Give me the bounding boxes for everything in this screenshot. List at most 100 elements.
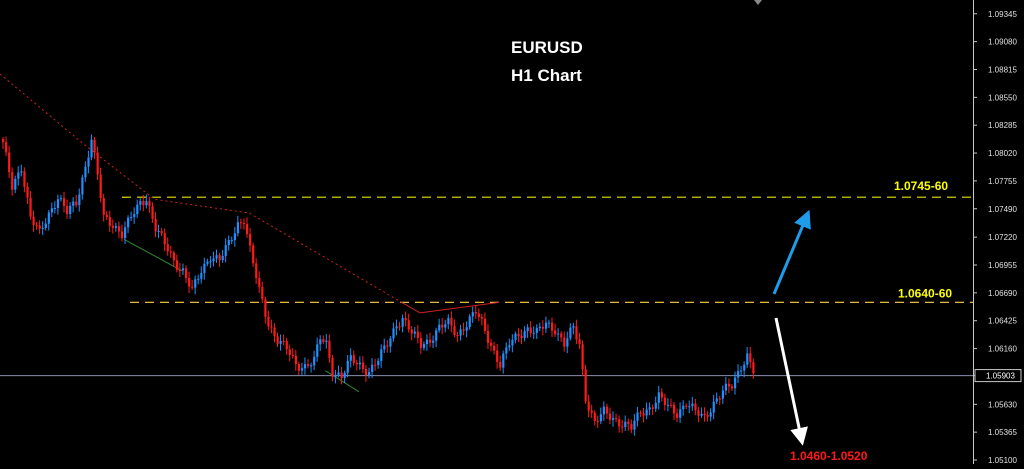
candle-body-118: [361, 362, 365, 370]
candle-body-205: [627, 421, 630, 424]
candle-body-214: [654, 402, 657, 409]
candle-body-246: [752, 362, 755, 374]
candle-body-203: [621, 426, 624, 428]
candle-body-233: [712, 401, 715, 413]
candle-body-125: [383, 345, 386, 350]
candle-body-11: [35, 224, 38, 226]
candle-body-212: [648, 407, 651, 410]
candle-body-193: [590, 410, 593, 413]
axis-tick-label-10: 1.06690: [988, 289, 1017, 298]
candle-body-106: [325, 340, 328, 342]
candle-body-235: [718, 398, 721, 400]
candle-body-41: [127, 217, 130, 228]
candle-body-34: [105, 214, 108, 218]
candle-body-146: [447, 317, 450, 325]
candle-body-91: [279, 340, 282, 344]
candle-body-0: [2, 139, 5, 143]
candle-body-142: [435, 330, 438, 341]
candle-body-37: [114, 226, 118, 228]
candle-body-62: [191, 286, 194, 288]
candle-body-195: [596, 420, 599, 422]
green-trendline-1: [123, 238, 183, 272]
candle-body-215: [657, 392, 660, 403]
candle-body-100: [307, 364, 310, 366]
lower-high-link: [401, 301, 421, 314]
axis-tick-label-9: 1.06955: [988, 261, 1017, 270]
candle-body-15: [47, 212, 50, 224]
candle-body-182: [557, 333, 560, 335]
candle-body-176: [538, 326, 541, 329]
candle-body-73: [224, 245, 227, 256]
candle-body-158: [483, 318, 487, 331]
candle-body-110: [337, 372, 340, 375]
candle-body-223: [682, 405, 685, 410]
axis-tick-label-5: 1.08020: [988, 149, 1017, 158]
candle-body-171: [523, 331, 526, 339]
green-trendline-2: [325, 370, 360, 393]
candle-body-87: [267, 316, 270, 327]
candle-body-36: [111, 225, 114, 228]
candle-body-197: [602, 406, 606, 415]
candle-body-23: [72, 201, 75, 206]
candle-body-117: [358, 362, 362, 365]
candle-body-238: [727, 383, 731, 387]
candle-body-33: [102, 198, 105, 215]
candle-body-10: [32, 216, 35, 225]
candle-body-237: [724, 383, 728, 391]
candle-body-49: [151, 206, 154, 219]
candle-body-93: [285, 341, 288, 350]
candle-body-83: [255, 263, 258, 279]
candle-body-219: [669, 404, 673, 406]
axis-tick-label-14: 1.05630: [988, 400, 1017, 409]
candle-body-24: [75, 201, 78, 206]
candle-body-201: [615, 418, 618, 420]
axis-tick-label-11: 1.06425: [988, 317, 1017, 326]
candle-body-179: [547, 322, 551, 324]
candle-body-94: [288, 349, 291, 355]
candle-body-103: [316, 344, 319, 357]
candle-body-124: [380, 349, 383, 361]
price-axis[interactable]: [973, 0, 1024, 464]
candle-body-99: [303, 364, 307, 369]
candle-body-186: [569, 327, 572, 339]
candle-body-107: [328, 340, 331, 358]
candle-body-40: [124, 227, 127, 239]
candle-body-16: [50, 208, 53, 213]
candle-body-7: [23, 171, 26, 187]
scroll-marker-icon: [754, 0, 762, 5]
candle-body-80: [246, 223, 249, 235]
candle-body-47: [145, 201, 148, 206]
candle-body-213: [651, 407, 654, 409]
candle-body-136: [416, 331, 419, 339]
candle-body-113: [346, 360, 349, 373]
candle-body-122: [374, 364, 377, 366]
candle-body-2: [8, 152, 11, 173]
candle-body-198: [605, 406, 609, 414]
candle-body-194: [593, 412, 596, 421]
candle-body-236: [721, 390, 724, 399]
candle-body-129: [395, 326, 398, 329]
candle-body-224: [685, 405, 688, 407]
candle-body-220: [673, 404, 676, 414]
candle-body-241: [737, 370, 740, 378]
axis-tick-label-7: 1.07490: [988, 205, 1017, 214]
candle-body-58: [178, 269, 182, 271]
candle-body-162: [496, 350, 499, 362]
candle-body-134: [410, 329, 413, 334]
candle-body-206: [630, 423, 633, 430]
candle-body-75: [230, 240, 233, 242]
candle-body-208: [636, 412, 639, 421]
candle-body-216: [660, 392, 663, 398]
candle-body-116: [355, 362, 358, 365]
candle-body-50: [154, 218, 157, 232]
candle-body-12: [38, 225, 41, 229]
candle-body-27: [84, 166, 87, 178]
candle-body-66: [203, 263, 206, 274]
candle-body-181: [554, 330, 557, 335]
candle-body-9: [29, 197, 32, 217]
candle-body-32: [99, 174, 102, 199]
candle-body-86: [264, 299, 267, 317]
candle-body-39: [120, 231, 124, 239]
candle-body-65: [200, 273, 203, 279]
candle-body-166: [508, 345, 511, 348]
